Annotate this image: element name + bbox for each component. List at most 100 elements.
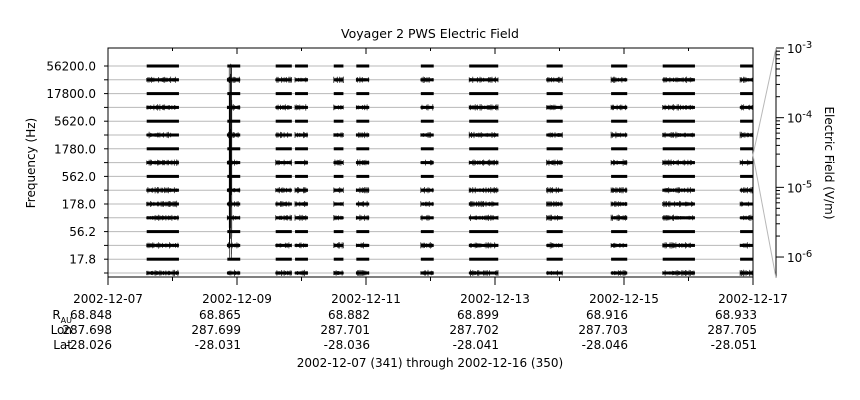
- data-noise: [146, 159, 179, 166]
- data-segment: [662, 243, 695, 247]
- ephemeris-label-rau: RAU: [52, 308, 72, 325]
- data-noise: [333, 104, 344, 111]
- data-segment: [356, 64, 370, 68]
- data-noise: [420, 242, 434, 249]
- colorbar-connector: [752, 154, 777, 279]
- data-noise: [275, 159, 292, 166]
- data-segment: [227, 133, 241, 137]
- data-segment: [546, 230, 563, 234]
- data-noise: [662, 200, 695, 208]
- data-segment: [295, 78, 308, 82]
- grid-lines: [108, 65, 753, 274]
- data-segment: [740, 243, 753, 247]
- data-noise: [610, 131, 628, 139]
- data-segment: [227, 243, 241, 247]
- data-noise: [294, 269, 308, 277]
- data-noise: [355, 187, 369, 194]
- data-noise: [275, 201, 292, 207]
- data-noise: [468, 187, 499, 194]
- data-segment: [356, 202, 370, 206]
- burst-spike: [228, 63, 233, 260]
- data-segment: [227, 147, 241, 151]
- data-noise: [546, 201, 563, 207]
- data-segment: [469, 64, 499, 68]
- ephemeris-lat-value: -28.041: [453, 338, 499, 352]
- data-noise: [146, 214, 179, 221]
- data-segment: [662, 64, 695, 68]
- data-segment: [227, 202, 241, 206]
- data-segment: [275, 174, 292, 178]
- data-noise: [420, 214, 434, 221]
- data-segment: [356, 133, 370, 137]
- colorbar-title: Electric Field (V/m): [822, 106, 836, 219]
- data-segment: [420, 92, 434, 96]
- data-segment: [662, 271, 695, 275]
- data-segment: [333, 119, 344, 123]
- x-tick-label: 2002-12-07: [73, 292, 143, 306]
- data-segment: [146, 202, 179, 206]
- data-segment: [333, 174, 344, 178]
- colorbar-tick-label: 10-6: [787, 249, 812, 265]
- data-segment: [146, 243, 179, 247]
- y-tick-label: 562.0: [62, 170, 96, 184]
- data-segment: [295, 92, 308, 96]
- data-segment: [356, 243, 370, 247]
- data-noise: [146, 76, 179, 83]
- data-segment: [146, 92, 179, 96]
- data-segment: [420, 202, 434, 206]
- data-segment: [227, 161, 241, 165]
- data-segment: [356, 119, 370, 123]
- data-segment: [740, 216, 753, 220]
- data-noise: [294, 104, 308, 111]
- data-noise: [662, 214, 695, 221]
- data-segment: [662, 133, 695, 137]
- data-segment: [356, 174, 370, 178]
- data-noise: [355, 214, 369, 221]
- data-segment: [420, 105, 434, 109]
- ephemeris-lon-value: 287.705: [707, 323, 757, 337]
- data-segment: [295, 64, 308, 68]
- ephemeris-rau-value: 68.933: [715, 308, 757, 322]
- data-segment: [356, 78, 370, 82]
- data-noise: [739, 187, 753, 194]
- data-segment: [227, 230, 241, 234]
- data-noise: [420, 269, 434, 277]
- data-noise: [610, 159, 628, 166]
- data-noise: [275, 187, 292, 194]
- data-segment: [740, 271, 753, 275]
- y-tick-label: 56200.0: [46, 60, 96, 74]
- data-noise: [355, 269, 369, 277]
- data-noise: [333, 242, 344, 249]
- data-segment: [420, 230, 434, 234]
- data-segment: [356, 105, 370, 109]
- ephemeris-lat-value: -28.046: [582, 338, 628, 352]
- data-noise: [294, 159, 308, 166]
- data-segment: [740, 92, 753, 96]
- data-noise: [546, 242, 563, 249]
- y-axis-title: Frequency (Hz): [24, 118, 38, 209]
- data-segment: [662, 188, 695, 192]
- data-segment: [146, 78, 179, 82]
- data-segment: [227, 216, 241, 220]
- data-noise: [468, 200, 499, 208]
- data-segment: [740, 202, 753, 206]
- data-noise: [662, 159, 695, 166]
- data-segment: [662, 230, 695, 234]
- ephemeris-lon-value: 287.701: [320, 323, 370, 337]
- data-noise: [610, 214, 628, 221]
- data-segment: [295, 230, 308, 234]
- data-noise: [294, 131, 308, 139]
- data-segment: [275, 230, 292, 234]
- data-segment: [295, 188, 308, 192]
- data-segment: [611, 64, 628, 68]
- data-segment: [146, 257, 179, 261]
- ephemeris-lon-value: 287.702: [449, 323, 499, 337]
- data-segment: [546, 174, 563, 178]
- data-segment: [420, 64, 434, 68]
- data-segment: [333, 92, 344, 96]
- data-noise: [333, 215, 344, 221]
- data-segment: [146, 64, 179, 68]
- data-segment: [146, 216, 179, 220]
- data-segment: [356, 188, 370, 192]
